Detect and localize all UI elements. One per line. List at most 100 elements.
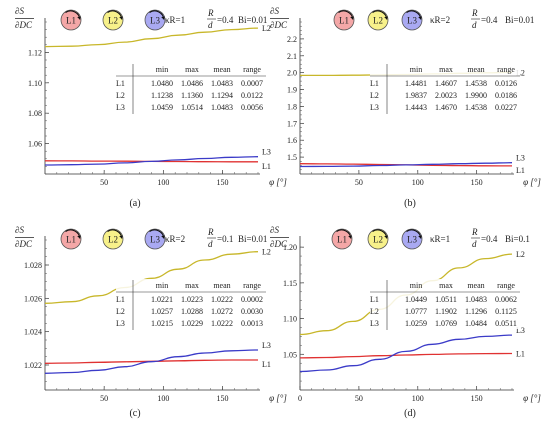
series-label-l3: L3 [516, 326, 525, 335]
stats-table-header: max [439, 281, 453, 290]
y-tick-label: 1.05 [283, 350, 297, 359]
stats-table-cell: 1.1238 [151, 91, 173, 100]
stats-table-cell: 0.0511 [495, 319, 517, 328]
stats-table-cell: 0.0227 [495, 103, 517, 112]
stats-table-header: mean [213, 65, 230, 74]
stats-table-cell: 0.0122 [241, 91, 263, 100]
stats-table-header: range [497, 281, 515, 290]
stats-table-header: range [243, 65, 261, 74]
electrode-l1-icon-label: L1 [66, 16, 76, 26]
y-tick-label: 1.06 [28, 140, 42, 149]
stats-table-row-label: L1 [116, 79, 125, 88]
stats-table-bg [370, 279, 520, 329]
stats-table-cell: 1.4481 [405, 79, 427, 88]
stats-table-cell: 1.0483 [465, 295, 487, 304]
param-biot: Bi=0.01 [238, 15, 267, 25]
y-tick-label: 2.2 [287, 35, 297, 44]
electrode-l1-icon-arrow-icon [350, 16, 354, 20]
electrode-l3-icon: L3 [401, 9, 423, 31]
stats-table-header: mean [467, 65, 484, 74]
electrode-l2-icon-label: L2 [373, 16, 383, 26]
x-tick-label: 50 [355, 178, 363, 187]
y-axis-label-numerator: ∂S [270, 6, 279, 16]
x-axis-label: φ [°] [523, 393, 541, 403]
y-axis-label-numerator: ∂S [270, 225, 279, 235]
stats-table-cell: 1.0459 [151, 103, 173, 112]
stats-table-cell: 0.0126 [495, 79, 517, 88]
electrode-l1-icon-label: L1 [337, 235, 347, 245]
stats-table-header: min [156, 65, 168, 74]
electrode-l1-icon-disc [60, 228, 82, 250]
stats-table-header: max [185, 65, 199, 74]
stats-table-cell: 1.0257 [151, 307, 173, 316]
electrode-l2-icon: L2 [367, 9, 389, 31]
y-tick-label: 1.8 [287, 102, 297, 111]
stats-table-cell: 1.0215 [151, 319, 173, 328]
electrode-l1-icon-arrow-icon [77, 235, 81, 239]
stats-table-cell: 1.0449 [405, 295, 427, 304]
stats-table-cell: 1.0229 [181, 319, 203, 328]
stats-table-row-label: L3 [370, 319, 379, 328]
y-tick-label: 1.024 [24, 328, 42, 337]
stats-table-row-label: L1 [370, 79, 379, 88]
param-ratio-numerator: R [207, 8, 214, 18]
param-ratio-denominator: d [472, 20, 477, 30]
electrode-l3-icon-arrow-icon [161, 235, 165, 239]
electrode-l2-icon-disc [367, 9, 389, 31]
x-tick-label: 50 [100, 178, 108, 187]
x-tick-label: 100 [157, 178, 169, 187]
stats-table-cell: 1.0223 [181, 295, 203, 304]
stats-table-cell: 1.0288 [181, 307, 203, 316]
stats-table-cell: 1.0221 [151, 295, 173, 304]
stats-table-cell: 1.0222 [211, 295, 233, 304]
panel-a: ∂S ∂DC 1.06 1.08 1.10 1.12 50 100 150 φ [°] κR=1 Rd… [15, 6, 287, 209]
param-ratio-denominator: d [208, 20, 213, 30]
panel-d: ∂S ∂DC 1.05 1.10 1.15 1.20 0 50 100 150 φ [°] κR=1 R… [270, 225, 541, 419]
stats-table-row-label: L3 [116, 319, 125, 328]
electrode-l1-icon-arrow-icon [348, 235, 352, 239]
stats-table-cell: 0.1125 [495, 307, 517, 316]
panel-b: ∂S ∂DC 1.5 1.6 1.7 1.8 1.9 2.0 2.1 2.2 50 100 150 φ [… [270, 6, 541, 209]
electrode-l3-icon: L3 [144, 9, 166, 31]
y-tick-label: 2.0 [287, 69, 297, 78]
electrode-l1-icon: L1 [331, 228, 353, 250]
series-line-l1 [299, 352, 513, 359]
param-kappa: κR=1 [165, 15, 185, 25]
y-tick-label: 2.1 [287, 52, 297, 61]
series-label-l1: L1 [516, 166, 525, 175]
param-ratio-value: =0.4 [217, 15, 234, 25]
stats-table-cell: 1.0511 [435, 295, 457, 304]
stats-table-header: min [156, 281, 168, 290]
stats-table-cell: 0.0007 [241, 79, 263, 88]
stats-table-cell: 0.0062 [495, 295, 517, 304]
electrode-l2-icon-arrow-icon [119, 16, 123, 20]
electrode-l1-icon-disc [333, 9, 355, 31]
electrode-l1-icon-label: L1 [66, 235, 76, 245]
param-ratio-value: =0.1 [217, 234, 233, 244]
stats-table-cell: 1.1296 [465, 307, 487, 316]
stats-table-cell: 1.1902 [435, 307, 457, 316]
electrode-l3-icon-label: L3 [150, 235, 160, 245]
stats-table-cell: 1.4670 [435, 103, 457, 112]
stats-table-cell: 1.0222 [211, 319, 233, 328]
electrode-l3-icon-disc [144, 9, 166, 31]
series-line-l3 [299, 162, 513, 168]
electrode-l1-icon-arrow-icon [77, 16, 81, 20]
electrode-l3-icon: L3 [144, 228, 166, 250]
param-kappa: κR=2 [165, 234, 185, 244]
stats-table-header: mean [467, 281, 484, 290]
y-tick-label: 1.028 [24, 261, 42, 270]
stats-table-bg [116, 63, 266, 113]
stats-table-cell: 1.4538 [465, 103, 487, 112]
stats-table-cell: 0.0030 [241, 307, 263, 316]
stats-table-cell: 0.0186 [495, 91, 517, 100]
stats-table-cell: 1.9837 [405, 91, 427, 100]
stats-table-header: range [243, 281, 261, 290]
electrode-l3-icon: L3 [401, 228, 423, 250]
electrode-l2-icon-label: L2 [108, 235, 118, 245]
panel-label: (c) [129, 408, 140, 419]
param-kappa: κR=1 [430, 234, 450, 244]
series-line-l3 [44, 156, 259, 166]
stats-table-header: range [497, 65, 515, 74]
stats-table-cell: 1.0483 [211, 79, 233, 88]
